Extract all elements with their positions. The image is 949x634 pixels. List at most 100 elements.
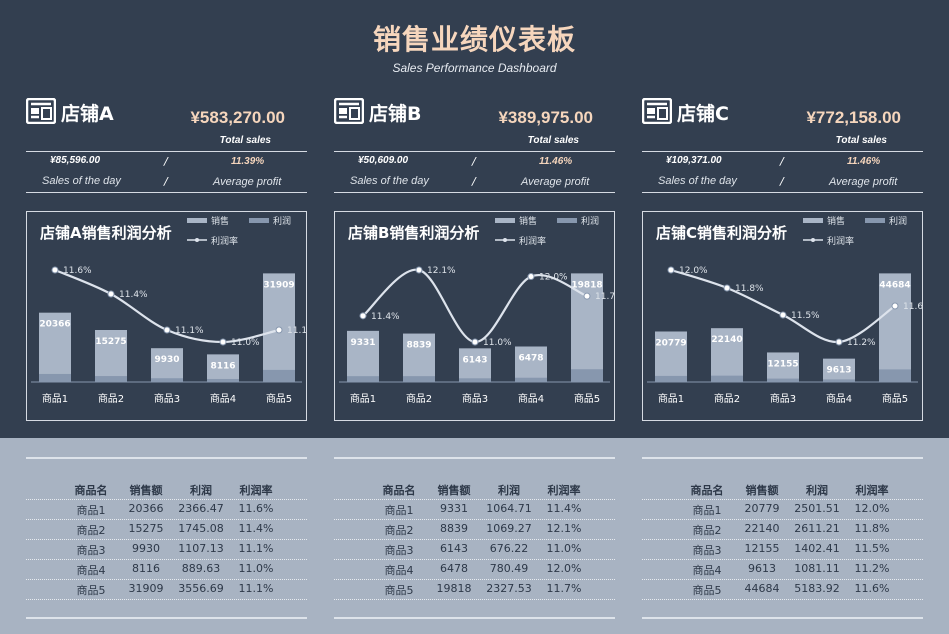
table-cell: 12.0% xyxy=(854,502,890,515)
legend-label-rate: 利润率 xyxy=(519,235,546,247)
bar-sales xyxy=(711,328,743,382)
bar-sales xyxy=(151,348,183,382)
bar-profit xyxy=(515,377,547,382)
sales-of-day-label: Sales of the day xyxy=(658,175,737,187)
divider xyxy=(642,559,923,560)
table-header: 利润率 xyxy=(239,484,273,497)
chart-title: 店铺A销售利润分析 xyxy=(40,224,172,242)
table-cell: 2327.53 xyxy=(486,582,532,595)
store-icon xyxy=(333,97,365,125)
x-tick-label: 商品3 xyxy=(154,392,180,405)
rate-point xyxy=(415,266,423,274)
rate-label: 11.1% xyxy=(287,326,306,336)
rate-point xyxy=(471,338,479,346)
store-chart-1: 店铺A销售利润分析 销售 利润 利润率 20366 商品1 15275 商品2 9930 商品3 8… xyxy=(26,211,307,421)
table-cell: 9613 xyxy=(748,562,776,575)
bar-profit xyxy=(571,369,603,382)
bar-profit xyxy=(95,376,127,382)
divider xyxy=(642,617,923,619)
legend-swatch-profit xyxy=(865,218,885,223)
bar-profit xyxy=(263,369,295,382)
table-cell: 2501.51 xyxy=(794,502,840,515)
x-tick-label: 商品5 xyxy=(266,392,292,405)
store-name: 店铺A xyxy=(61,103,114,125)
total-sales-label: Total sales xyxy=(527,135,579,146)
divider xyxy=(26,579,307,580)
bar-sales xyxy=(515,346,547,382)
bar-value-label: 20779 xyxy=(655,338,686,348)
x-tick-label: 商品4 xyxy=(518,392,544,405)
legend-swatch-sales xyxy=(187,218,207,223)
divider xyxy=(642,599,923,600)
legend-swatch-sales xyxy=(803,218,823,223)
table-cell: 9331 xyxy=(440,502,468,515)
divider xyxy=(642,499,923,500)
table-cell: 12.1% xyxy=(546,522,582,535)
table-cell: 15275 xyxy=(128,522,164,535)
rate-label: 11.8% xyxy=(735,284,764,294)
table-header: 利润率 xyxy=(547,484,581,497)
divider xyxy=(642,457,923,459)
store-icon xyxy=(641,97,673,125)
table-cell: 20366 xyxy=(128,502,164,515)
table-cell: 12155 xyxy=(744,542,780,555)
legend-swatch-profit xyxy=(557,218,577,223)
bar-value-label: 6478 xyxy=(518,353,543,363)
table-cell: 1745.08 xyxy=(178,522,224,535)
table-cell: 11.8% xyxy=(854,522,890,535)
bar-value-label: 31909 xyxy=(263,280,294,290)
divider xyxy=(26,192,307,193)
store-name: 店铺B xyxy=(369,103,422,125)
legend-label-sales: 销售 xyxy=(827,215,845,227)
divider xyxy=(334,499,615,500)
product-name-cell: 商品5 xyxy=(384,584,414,597)
total-sales-label: Total sales xyxy=(835,135,887,146)
sales-of-day-value: ¥85,596.00 xyxy=(50,155,101,166)
bar-value-label: 12155 xyxy=(767,359,798,369)
divider xyxy=(334,559,615,560)
product-name-cell: 商品3 xyxy=(692,544,722,557)
product-name-cell: 商品2 xyxy=(384,524,414,537)
table-cell: 11.4% xyxy=(238,522,274,535)
store-total-sales: ¥772,158.00 xyxy=(806,108,901,127)
legend-label-profit: 利润 xyxy=(889,215,907,227)
divider xyxy=(642,151,923,152)
divider xyxy=(26,599,307,600)
rate-point xyxy=(583,292,591,300)
bar-value-label: 8116 xyxy=(210,361,235,371)
product-name-cell: 商品5 xyxy=(692,584,722,597)
separator: / xyxy=(780,155,784,168)
dashboard-table-area xyxy=(0,438,949,634)
legend-swatch-profit xyxy=(249,218,269,223)
store-icon xyxy=(25,97,57,125)
table-cell: 11.6% xyxy=(238,502,274,515)
store-summary-3: 店铺C ¥772,158.00 Total sales ¥109,371.00 / 11.… xyxy=(641,95,923,193)
rate-point xyxy=(891,302,899,310)
table-header: 销售额 xyxy=(129,484,163,497)
x-tick-label: 商品4 xyxy=(210,392,236,405)
product-name-cell: 商品2 xyxy=(692,524,722,537)
rate-point xyxy=(779,311,787,319)
average-profit-label: Average profit xyxy=(829,176,898,188)
bar-profit xyxy=(655,375,687,382)
bar-sales xyxy=(39,312,71,382)
legend-swatch-sales xyxy=(495,218,515,223)
bar-sales xyxy=(879,273,911,382)
sales-of-day-label: Sales of the day xyxy=(42,175,121,187)
divider xyxy=(334,457,615,459)
rate-point xyxy=(107,290,115,298)
divider xyxy=(334,519,615,520)
table-cell: 1069.27 xyxy=(486,522,532,535)
rate-point xyxy=(359,312,367,320)
table-cell: 1081.11 xyxy=(794,562,840,575)
table-cell: 44684 xyxy=(744,582,780,595)
rate-label: 11.7% xyxy=(595,292,614,302)
table-cell: 11.1% xyxy=(238,542,274,555)
legend-label-profit: 利润 xyxy=(273,215,291,227)
rate-point xyxy=(667,266,675,274)
table-header: 利润 xyxy=(498,484,520,497)
